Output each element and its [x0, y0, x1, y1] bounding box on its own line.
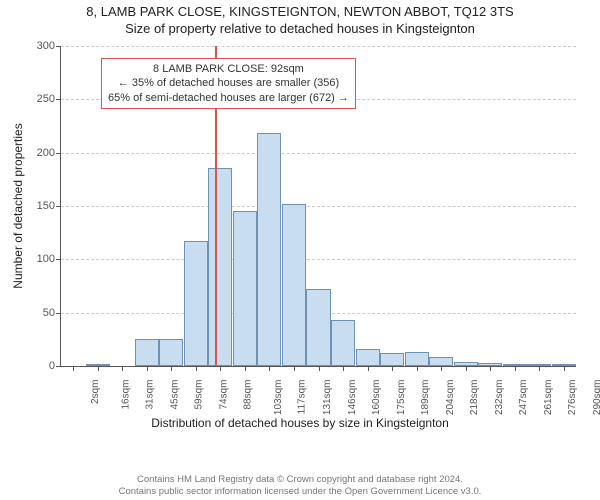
- x-tick-label: 232sqm: [494, 380, 505, 416]
- x-tick: [98, 366, 99, 371]
- plot-region: 0501001502002503002sqm16sqm31sqm45sqm59s…: [60, 46, 576, 367]
- x-tick-label: 261sqm: [543, 380, 554, 416]
- y-tick-label: 200: [37, 147, 61, 159]
- x-axis-title: Distribution of detached houses by size …: [151, 416, 449, 430]
- histogram-bar: [405, 352, 429, 366]
- x-tick: [417, 366, 418, 371]
- x-tick: [368, 366, 369, 371]
- x-tick: [490, 366, 491, 371]
- footer: Contains HM Land Registry data © Crown c…: [0, 474, 600, 498]
- annotation-line-3: 65% of semi-detached houses are larger (…: [108, 91, 349, 105]
- x-tick: [196, 366, 197, 371]
- gridline: [61, 46, 576, 47]
- x-tick-label: 45sqm: [169, 380, 180, 410]
- x-tick: [245, 366, 246, 371]
- x-tick-label: 88sqm: [243, 380, 254, 410]
- x-tick-label: 175sqm: [396, 380, 407, 416]
- chart-container: 8, LAMB PARK CLOSE, KINGSTEIGNTON, NEWTO…: [0, 0, 600, 500]
- x-tick-label: 160sqm: [371, 380, 382, 416]
- y-axis-title: Number of detached properties: [11, 123, 25, 288]
- x-tick-label: 218sqm: [469, 380, 480, 416]
- gridline: [61, 259, 576, 260]
- y-tick-label: 300: [37, 40, 61, 52]
- x-tick: [466, 366, 467, 371]
- histogram-bar: [429, 357, 453, 366]
- x-tick-label: 117sqm: [297, 380, 308, 415]
- annotation-line-1: 8 LAMB PARK CLOSE: 92sqm: [108, 62, 349, 76]
- histogram-bar: [208, 168, 232, 366]
- x-tick: [73, 366, 74, 371]
- x-tick-label: 204sqm: [445, 380, 456, 416]
- x-tick: [343, 366, 344, 371]
- histogram-bar: [257, 133, 281, 366]
- title-line-2: Size of property relative to detached ho…: [0, 21, 600, 38]
- x-tick-label: 276sqm: [567, 380, 578, 416]
- x-tick-label: 146sqm: [347, 380, 358, 416]
- y-tick-label: 50: [43, 307, 61, 319]
- histogram-bar: [135, 339, 159, 366]
- footer-line-2: Contains public sector information licen…: [0, 486, 600, 498]
- x-tick: [392, 366, 393, 371]
- gridline: [61, 206, 576, 207]
- x-tick-label: 103sqm: [273, 380, 284, 416]
- x-tick-label: 290sqm: [592, 380, 600, 416]
- histogram-bar: [356, 349, 380, 366]
- x-tick: [441, 366, 442, 371]
- annotation-box: 8 LAMB PARK CLOSE: 92sqm ← 35% of detach…: [101, 58, 356, 109]
- annotation-line-2: ← 35% of detached houses are smaller (35…: [108, 76, 349, 90]
- y-tick-label: 150: [37, 200, 61, 212]
- x-tick-label: 247sqm: [518, 380, 529, 416]
- x-tick: [147, 366, 148, 371]
- histogram-bar: [380, 353, 404, 366]
- histogram-bar: [282, 204, 306, 366]
- x-tick: [539, 366, 540, 371]
- x-tick: [319, 366, 320, 371]
- x-tick-label: 189sqm: [420, 380, 431, 416]
- y-tick-label: 0: [49, 360, 61, 372]
- x-tick: [220, 366, 221, 371]
- histogram-bar: [331, 320, 355, 366]
- y-tick-label: 100: [37, 253, 61, 265]
- x-tick-label: 31sqm: [145, 380, 156, 410]
- title-line-1: 8, LAMB PARK CLOSE, KINGSTEIGNTON, NEWTO…: [0, 0, 600, 21]
- x-tick: [564, 366, 565, 371]
- x-tick: [515, 366, 516, 371]
- histogram-bar: [159, 339, 183, 366]
- histogram-bar: [233, 211, 257, 366]
- x-tick-label: 59sqm: [194, 380, 205, 410]
- y-tick-label: 250: [37, 93, 61, 105]
- x-tick: [294, 366, 295, 371]
- histogram-bar: [306, 289, 330, 366]
- histogram-bar: [184, 241, 208, 366]
- gridline: [61, 153, 576, 154]
- x-tick: [122, 366, 123, 371]
- footer-line-1: Contains HM Land Registry data © Crown c…: [0, 474, 600, 486]
- x-tick: [269, 366, 270, 371]
- x-tick-label: 131sqm: [322, 380, 333, 416]
- x-tick-label: 16sqm: [120, 380, 131, 410]
- chart-area: Number of detached properties 0501001502…: [0, 38, 600, 438]
- x-tick-label: 2sqm: [90, 380, 101, 404]
- x-tick-label: 74sqm: [218, 380, 229, 410]
- x-tick: [171, 366, 172, 371]
